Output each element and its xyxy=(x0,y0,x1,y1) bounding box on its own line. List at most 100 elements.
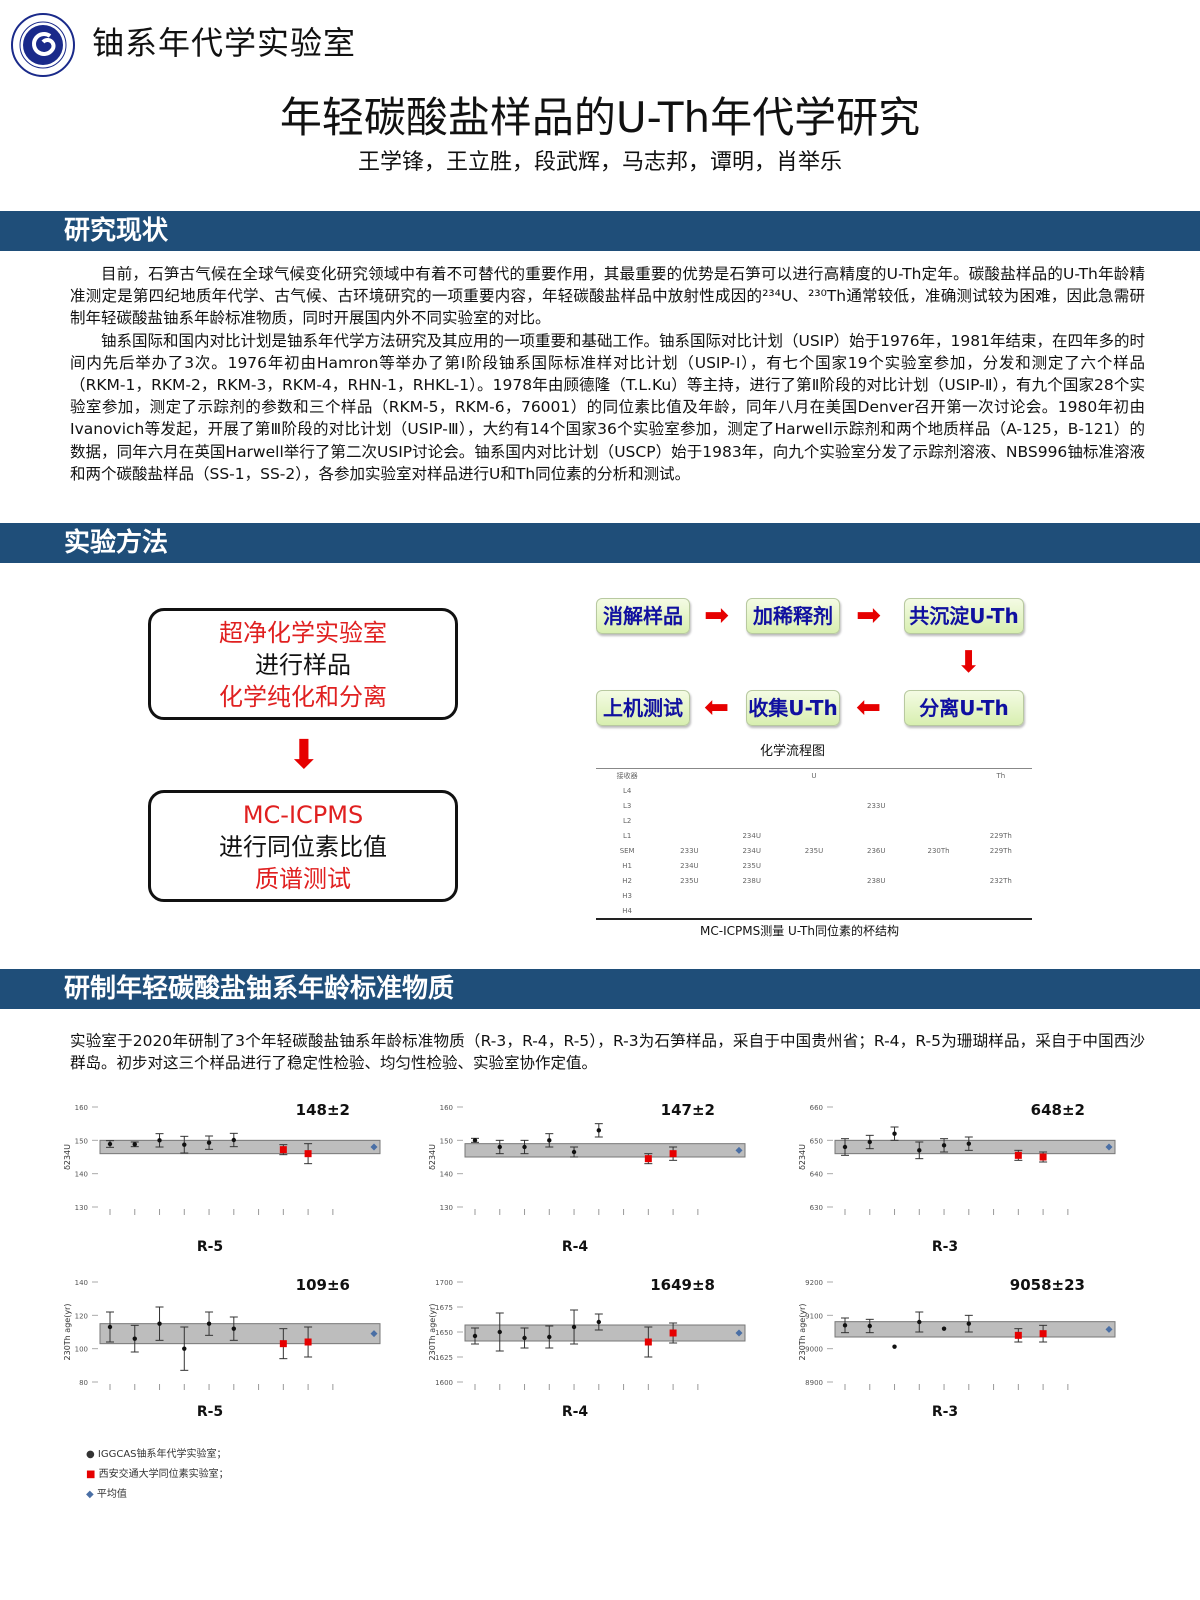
status-paragraph: 目前，石笋古气候在全球气候变化研究领域中有着不可替代的重要作用，其最重要的优势是… xyxy=(70,265,1145,328)
uncertainty-band xyxy=(464,1143,746,1158)
arrow-right-icon: ➡ xyxy=(704,598,730,633)
data-point-xjtu xyxy=(1014,1151,1022,1159)
data-point-xjtu xyxy=(304,1150,312,1158)
data-point-iggcas xyxy=(892,1344,897,1349)
table-cell: U xyxy=(811,772,817,781)
table-cell xyxy=(970,784,1032,799)
y-tick-label: 1600 xyxy=(435,1379,453,1387)
box-line: MC-ICPMS xyxy=(242,801,364,829)
table-cell: 234U xyxy=(680,862,699,870)
data-point-xjtu xyxy=(279,1340,287,1348)
sample-label: R-3 xyxy=(932,1404,958,1420)
table-cell xyxy=(658,784,720,799)
data-point-iggcas xyxy=(107,1141,113,1147)
uncertainty-band xyxy=(464,1324,746,1342)
table-row: L2 xyxy=(596,814,1032,829)
table-cell xyxy=(658,799,720,814)
legend-item-iggcas: ● IGGCAS铀系年代学实验室； xyxy=(86,1449,227,1460)
lab-logo xyxy=(11,13,75,77)
chart-r-4-4: 1700 1675 1650 1625 1600 230Th age(yr) 1649±8 R… xyxy=(428,1276,746,1420)
data-point-iggcas xyxy=(842,1323,848,1328)
data-point-iggcas xyxy=(497,1329,502,1335)
uncertainty-band xyxy=(99,1139,381,1155)
uncertainty-band xyxy=(834,1139,1116,1155)
table-cell: 233U xyxy=(867,802,886,810)
table-cell: 236U xyxy=(867,847,886,855)
table-cell: L2 xyxy=(622,817,632,825)
data-point-iggcas xyxy=(182,1142,187,1147)
table-row: SEM 233U 234U 235U 236U 230Th 229Th xyxy=(596,844,1032,859)
table-cell xyxy=(970,859,1032,874)
data-point-iggcas xyxy=(917,1148,922,1153)
mean-point xyxy=(1105,1325,1113,1333)
data-point-xjtu xyxy=(279,1146,287,1154)
legend-label: 平均值 xyxy=(96,1489,127,1500)
table-cell xyxy=(907,889,969,904)
data-point-iggcas xyxy=(596,1319,602,1325)
status-text: 目前，石笋古气候在全球气候变化研究领域中有着不可替代的重要作用，其最重要的优势是… xyxy=(70,263,1145,485)
table-cell xyxy=(721,784,783,799)
data-point-iggcas xyxy=(966,1141,972,1146)
table-cell: 234U xyxy=(742,832,761,840)
data-point-iggcas xyxy=(182,1346,187,1351)
flow-step: 分离U-Th xyxy=(904,690,1024,726)
table-row: H1 234U 235U xyxy=(596,859,1032,874)
data-point-iggcas xyxy=(132,1336,137,1341)
legend-item-xjtu: ■ 西安交通大学同位素实验室； xyxy=(86,1469,229,1480)
mean-point xyxy=(735,1146,743,1154)
flow-step: 消解样品 xyxy=(596,598,690,634)
y-tick-label: 1625 xyxy=(435,1354,453,1362)
y-tick-label: 140 xyxy=(75,1279,88,1287)
table-cell: L4 xyxy=(622,787,632,795)
mean-point xyxy=(735,1329,743,1337)
table-cell xyxy=(970,889,1032,904)
data-point-iggcas xyxy=(157,1321,162,1326)
mean-point xyxy=(370,1330,378,1338)
table-cell: 238U xyxy=(742,877,761,885)
data-point-iggcas xyxy=(547,1138,552,1143)
y-axis-label: 230Th age(yr) xyxy=(63,1304,72,1361)
y-axis-label: δ234U xyxy=(63,1144,72,1170)
data-point-iggcas xyxy=(917,1319,922,1325)
box-line: 化学纯化和分离 xyxy=(219,683,387,711)
table-cell xyxy=(845,769,907,784)
y-tick-label: 160 xyxy=(440,1104,453,1112)
y-tick-label: 640 xyxy=(810,1171,823,1179)
chart-value-label: 9058±23 xyxy=(1010,1276,1085,1294)
table-cell: 235U xyxy=(804,847,824,855)
table-row: H3 xyxy=(596,889,1032,904)
table-row: 接收器 U Th xyxy=(596,769,1032,784)
table-cell: H4 xyxy=(622,906,632,915)
table-cell: SEM xyxy=(619,847,635,855)
table-cell xyxy=(845,904,907,919)
uncertainty-band xyxy=(834,1321,1116,1338)
arrow-down-icon: ⬇ xyxy=(287,732,321,778)
table-cell xyxy=(907,829,969,844)
table-cell: L1 xyxy=(622,832,632,840)
y-axis-label: 230Th age(yr) xyxy=(798,1304,807,1361)
data-point-xjtu xyxy=(644,1155,652,1163)
section-heading-method: 实验方法 xyxy=(0,523,1200,563)
box-line: 超净化学实验室 xyxy=(219,619,387,647)
table-cell: 235U xyxy=(742,862,761,870)
box-line: 进行同位素比值 xyxy=(219,833,387,861)
mc-icpms-box: MC-ICPMS 进行同位素比值 质谱测试 xyxy=(148,790,458,902)
table-cell: 238U xyxy=(867,877,886,885)
table-cell xyxy=(721,799,783,814)
table-cell: 229Th xyxy=(989,832,1012,840)
table-cell xyxy=(845,859,907,874)
table-cell xyxy=(658,889,720,904)
data-point-iggcas xyxy=(941,1143,947,1148)
y-tick-label: 140 xyxy=(440,1171,453,1179)
data-point-iggcas xyxy=(522,1144,527,1150)
data-point-iggcas xyxy=(472,1138,478,1143)
table-cell xyxy=(970,799,1032,814)
table-cell xyxy=(721,769,783,784)
section-heading-standards: 研制年轻碳酸盐铀系年龄标准物质 xyxy=(0,969,1200,1009)
y-tick-label: 9000 xyxy=(805,1346,823,1354)
table-cell xyxy=(783,784,845,799)
table-cell xyxy=(845,814,907,829)
mean-point xyxy=(370,1143,378,1151)
table-cell xyxy=(783,889,845,904)
table-cell xyxy=(907,859,969,874)
